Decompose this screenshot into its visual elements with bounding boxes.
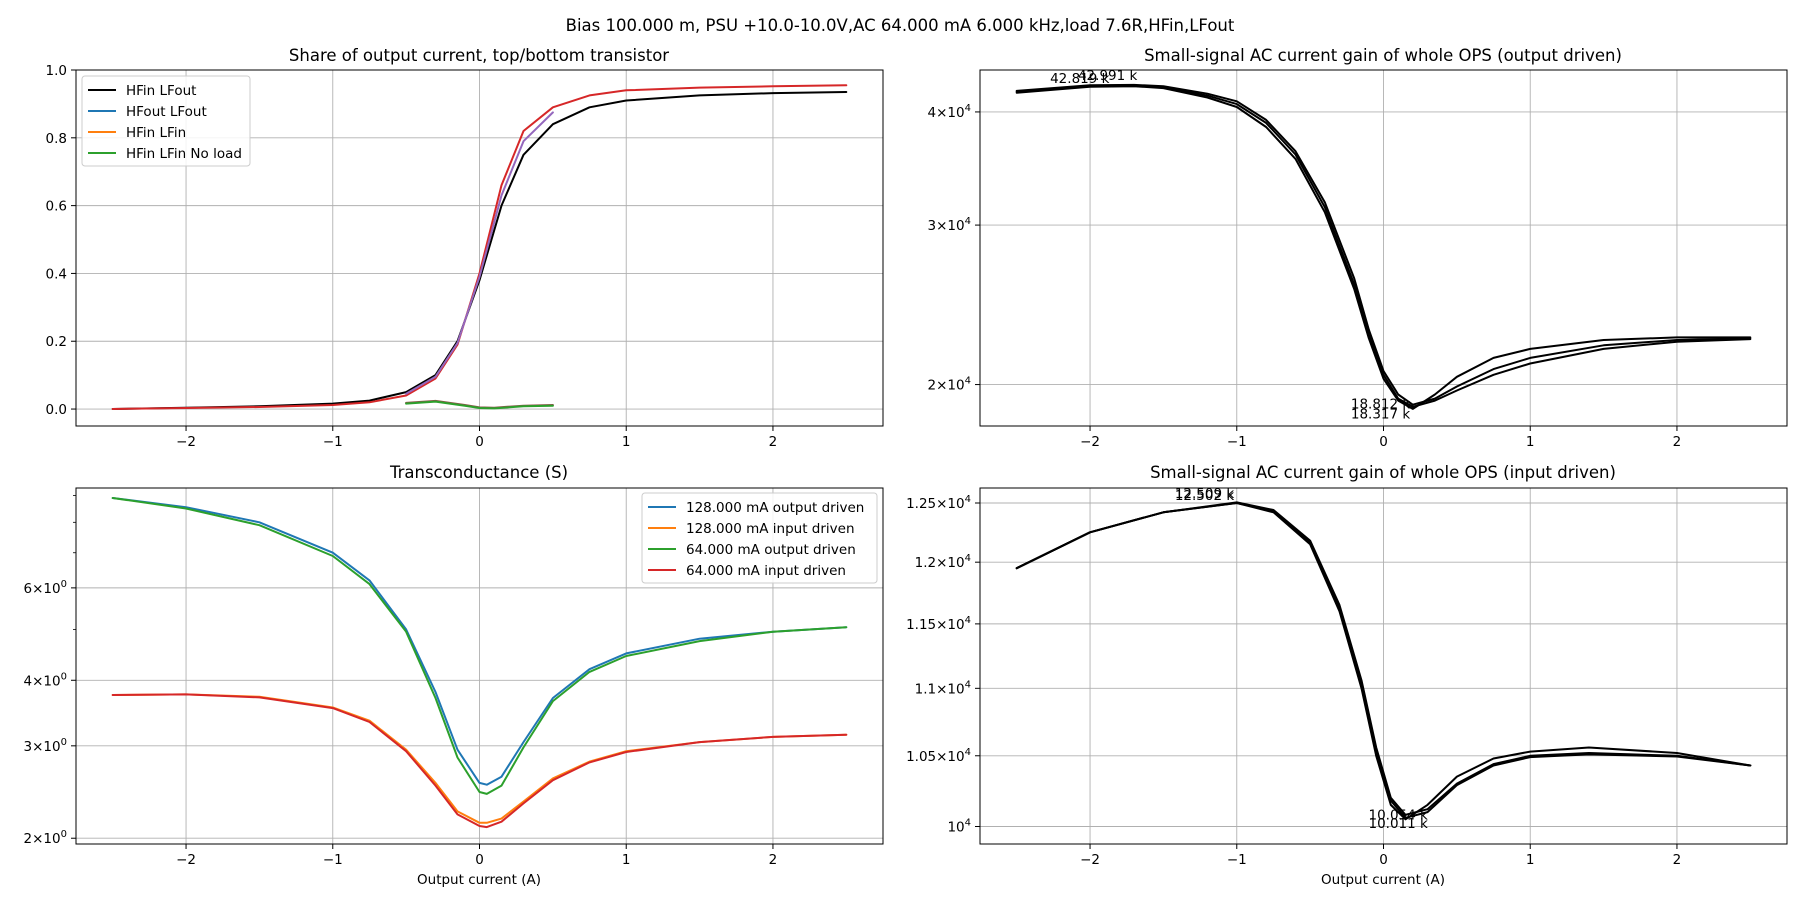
plot-area-share: −2 −1 0 1 2 0.0 0.2 0.4 0.6 0.8 1.0 HFin LFout HFout… [46, 63, 884, 450]
series-line-0 [1015, 85, 1752, 410]
panel-gain-input-driven: Small-signal AC current gain of whole OP… [906, 463, 1788, 888]
x-axis-label-gain-input: Output current (A) [1321, 872, 1445, 888]
x-tick-label: 0 [475, 852, 484, 868]
x-tick-label: 2 [1673, 434, 1682, 450]
x-tick-label: −2 [1080, 434, 1100, 450]
legend-box [81, 75, 251, 167]
plot-area-transconductance: −2 −1 0 1 2 2×100 3×100 4×100 6×100 128.000 mA ou… [24, 487, 884, 868]
y-tick-label: 4×104 [928, 103, 971, 121]
value-annotation: 18.812 k [1351, 396, 1411, 412]
value-annotation: 42.819 k [1050, 71, 1110, 87]
y-tick-label: 1.15×104 [906, 615, 971, 633]
y-tick-label: 1.1×104 [915, 679, 971, 697]
value-annotation: 12.509 k [1175, 486, 1235, 502]
x-tick-label: −1 [323, 434, 343, 450]
x-tick-label: 0 [475, 434, 484, 450]
y-tick-label: 0.6 [46, 199, 67, 215]
series-line-2 [1015, 84, 1752, 408]
y-tick-label: 0.8 [46, 131, 67, 147]
x-tick-label: −2 [176, 852, 196, 868]
y-tick-label: 4×100 [24, 671, 67, 689]
panel-title-transconductance: Transconductance (S) [389, 463, 568, 482]
plot-area-gain-output: −2 −1 0 1 2 2×104 3×104 4×104 42.991 k42.819 k 18… [928, 68, 1788, 450]
legend-label: 64.000 mA input driven [686, 563, 846, 579]
series-line-0 [111, 497, 848, 786]
y-tick-label: 6×100 [24, 579, 67, 597]
legend-label: HFin LFout [126, 83, 196, 99]
x-tick-label: 2 [1673, 852, 1682, 868]
value-annotation: 12.502 k [1175, 488, 1235, 504]
plot-area-gain-input: −2 −1 0 1 2 104 1.05×104 1.1×104 1.15×104 1.2×104… [906, 486, 1788, 868]
x-axis-label-transconductance: Output current (A) [417, 872, 541, 888]
legend-label: 128.000 mA output driven [686, 500, 864, 516]
y-tick-label: 0.4 [46, 266, 67, 282]
panel-title-gain-output: Small-signal AC current gain of whole OP… [1144, 46, 1622, 65]
y-tick-label: 104 [947, 817, 971, 835]
series-line-1 [1015, 83, 1752, 406]
legend: 128.000 mA output driven 128.000 mA input… [641, 492, 878, 584]
x-tick-label: 2 [769, 434, 778, 450]
x-tick-label: 1 [1526, 434, 1535, 450]
value-annotation: 10.054 k [1368, 807, 1428, 823]
x-tick-label: 1 [622, 434, 631, 450]
figure-suptitle: Bias 100.000 m, PSU +10.0-10.0V,AC 64.00… [566, 16, 1235, 35]
y-tick-label: 1.05×104 [906, 747, 971, 765]
y-tick-label: 1.2×104 [915, 553, 971, 571]
value-annotation: 18.317 k [1351, 407, 1411, 423]
y-tick-label: 3×104 [928, 216, 971, 234]
value-annotation: 10.011 k [1368, 816, 1428, 832]
y-tick-label: 0.0 [46, 402, 67, 418]
y-tick-label: 2×104 [928, 376, 971, 394]
y-tick-label: 3×100 [24, 737, 67, 755]
series-line-0 [111, 91, 848, 410]
legend-label: 64.000 mA output driven [686, 542, 856, 558]
x-tick-label: −1 [1227, 852, 1247, 868]
panel-title-gain-input: Small-signal AC current gain of whole OP… [1150, 463, 1616, 482]
value-annotation: 42.991 k [1078, 68, 1138, 84]
x-tick-label: −2 [176, 434, 196, 450]
x-tick-label: −1 [323, 852, 343, 868]
legend: HFin LFout HFout LFout HFin LFin HFin LFin … [81, 75, 251, 167]
y-tick-label: 0.2 [46, 334, 67, 350]
legend-box [641, 492, 878, 584]
series-line-2 [405, 111, 554, 395]
x-tick-label: 0 [1379, 852, 1388, 868]
y-tick-label: 2×100 [24, 829, 67, 847]
panel-gain-output-driven: Small-signal AC current gain of whole OP… [928, 46, 1788, 450]
legend-label: HFin LFin No load [126, 146, 242, 162]
x-tick-label: 1 [622, 852, 631, 868]
x-tick-label: 0 [1379, 434, 1388, 450]
legend-label: HFout LFout [126, 104, 207, 120]
series-line-2 [1015, 502, 1752, 819]
series-line-4 [405, 400, 554, 410]
panel-title-share: Share of output current, top/bottom tran… [289, 46, 669, 65]
y-tick-label: 1.25×104 [906, 494, 971, 512]
panel-transconductance: Transconductance (S) −2 −1 0 1 2 2×100 3×100 4×… [24, 463, 884, 888]
x-tick-label: 2 [769, 852, 778, 868]
x-tick-label: −1 [1227, 434, 1247, 450]
panel-share: Share of output current, top/bottom tran… [46, 46, 884, 450]
y-tick-label: 1.0 [46, 63, 67, 79]
x-tick-label: 1 [1526, 852, 1535, 868]
series-line-3 [111, 693, 848, 829]
legend-label: HFin LFin [126, 125, 186, 141]
legend-label: 128.000 mA input driven [686, 521, 855, 537]
x-tick-label: −2 [1080, 852, 1100, 868]
series-line-2 [111, 497, 848, 795]
